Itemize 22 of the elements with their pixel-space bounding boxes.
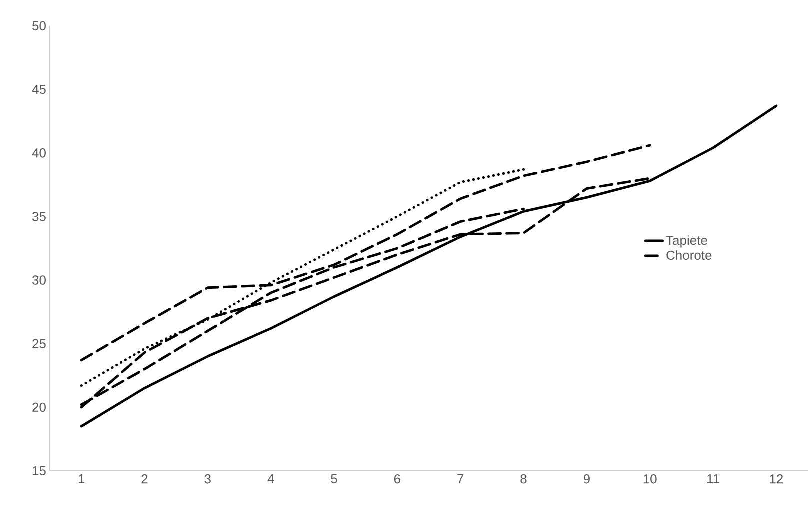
y-tick-label: 50 [32, 21, 46, 31]
x-tick-label: 6 [394, 474, 400, 484]
x-tick-label: 4 [268, 474, 274, 484]
x-tick-label: 1 [78, 474, 85, 484]
y-tick-label: 20 [32, 402, 46, 412]
x-tick-label: 12 [770, 474, 783, 484]
y-tick-label: 35 [32, 212, 46, 222]
y-tick-label: 30 [32, 276, 46, 285]
x-tick-label: 11 [707, 474, 720, 484]
y-tick-label: 45 [32, 85, 46, 94]
x-tick-label: 8 [520, 474, 527, 484]
x-tick-label: 9 [584, 474, 590, 484]
x-tick-label: 2 [142, 474, 148, 484]
y-tick-label: 40 [32, 148, 46, 158]
legend-label: Chorote [666, 250, 712, 260]
y-tick-label: 25 [32, 339, 46, 348]
legend-label: Tapiete [666, 236, 708, 248]
x-tick-label: 7 [458, 474, 464, 484]
x-tick-label: 10 [644, 474, 657, 484]
x-tick-label: 3 [204, 474, 211, 484]
x-tick-label: 5 [331, 474, 338, 484]
y-tick-label: 15 [32, 466, 46, 476]
